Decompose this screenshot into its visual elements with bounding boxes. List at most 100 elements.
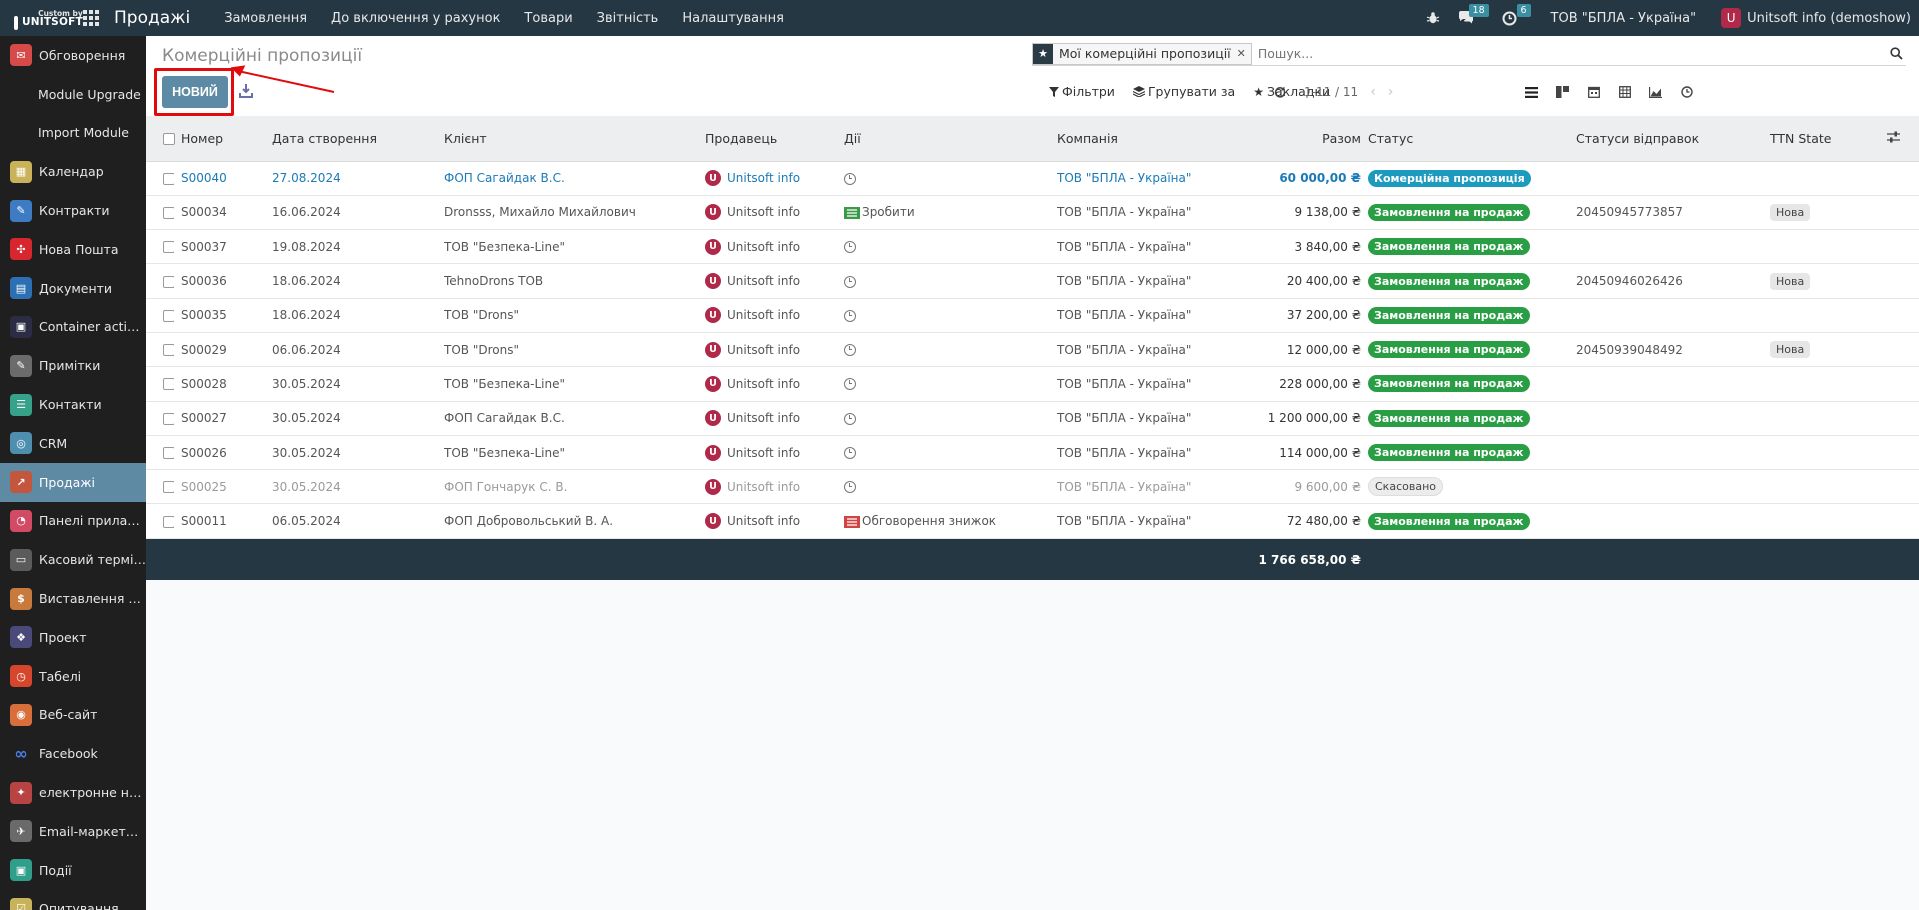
activity-clock-icon[interactable] (844, 275, 856, 288)
order-number[interactable]: S00034 (174, 195, 272, 231)
sidebar-item[interactable]: ☰ Контакти (0, 385, 146, 424)
sidebar-item[interactable]: Module Upgrade (0, 75, 146, 114)
activities-button[interactable]: 6 (1493, 0, 1535, 36)
column-header-actions[interactable]: Дії (844, 116, 1057, 162)
activity-clock-icon[interactable] (844, 172, 856, 185)
row-checkbox[interactable] (146, 435, 174, 471)
column-header-company[interactable]: Компанія (1057, 116, 1220, 162)
sidebar-item[interactable]: ✣ Нова Пошта (0, 230, 146, 269)
pager-previous-icon[interactable]: ‹ (1370, 84, 1376, 100)
column-header-shipments[interactable]: Статуси відправок (1576, 116, 1770, 162)
meeting-activity-icon[interactable] (844, 515, 860, 528)
todo-activity-icon[interactable] (844, 206, 860, 219)
sidebar-item[interactable]: ☑ Опитування (0, 890, 146, 910)
menu-products[interactable]: Товари (524, 10, 573, 26)
column-header-status[interactable]: Статус (1367, 116, 1576, 162)
column-header-client[interactable]: Клієнт (444, 116, 705, 162)
table-row[interactable]: S00028 30.05.2024 ТОВ "Безпека-Line" U Units… (146, 366, 1919, 402)
sidebar-item[interactable]: ∞ Facebook (0, 734, 146, 773)
company-switcher[interactable]: ТОВ "БПЛА - Україна" (1550, 10, 1697, 26)
sidebar-item[interactable]: ▭ Касовий термін... (0, 540, 146, 579)
column-header-total[interactable]: Разом (1220, 116, 1367, 162)
order-number[interactable]: S00025 (174, 469, 272, 505)
order-number[interactable]: S00035 (174, 298, 272, 333)
sidebar-item[interactable]: Import Module (0, 114, 146, 153)
brand-logo[interactable]: Custom by UNITSOFT (0, 0, 83, 36)
order-number[interactable]: S00026 (174, 435, 272, 471)
apps-menu-icon[interactable] (72, 0, 110, 36)
refresh-icon[interactable] (1274, 86, 1286, 98)
search-icon[interactable] (1886, 44, 1906, 64)
order-number[interactable]: S00028 (174, 366, 272, 402)
activity-clock-icon[interactable] (844, 378, 856, 391)
sidebar-item[interactable]: ◔ Панелі приладів (0, 502, 146, 541)
table-row[interactable]: S00025 30.05.2024 ФОП Гончарук С. В. U Units… (146, 469, 1919, 505)
calendar-view-icon[interactable] (1578, 80, 1609, 104)
column-header-date[interactable]: Дата створення (272, 116, 444, 162)
activity-clock-icon[interactable] (844, 309, 856, 322)
app-title[interactable]: Продажі (114, 8, 191, 28)
list-view-icon[interactable] (1516, 80, 1547, 104)
pager-value[interactable]: 1-11 / 11 (1304, 85, 1359, 99)
menu-reporting[interactable]: Звітність (596, 10, 659, 26)
user-menu[interactable]: U Unitsoft info (demoshow) (1712, 0, 1919, 36)
messages-button[interactable]: 18 (1449, 0, 1493, 36)
menu-to-invoice[interactable]: До включення у рахунок (331, 10, 501, 26)
activity-view-icon[interactable] (1671, 80, 1702, 104)
group-by-button[interactable]: Групувати за (1124, 84, 1244, 99)
table-row[interactable]: S00040 27.08.2024 ФОП Сагайдак В.С. U Unitso… (146, 161, 1919, 196)
sidebar-item[interactable]: ❖ Проект (0, 618, 146, 657)
row-checkbox[interactable] (146, 195, 174, 231)
sidebar-item[interactable]: ↗ Продажі (0, 462, 146, 502)
order-number[interactable]: S00011 (174, 503, 272, 539)
order-number[interactable]: S00040 (174, 161, 272, 196)
sidebar-item[interactable]: ✈ Email-маркетинг (0, 812, 146, 851)
table-row[interactable]: S00029 06.06.2024 ТОВ "Drons" U Unitsoft inf… (146, 332, 1919, 368)
table-row[interactable]: S00036 18.06.2024 TehnoDrons ТОВ U Unitsoft … (146, 263, 1919, 299)
order-number[interactable]: S00037 (174, 229, 272, 265)
optional-columns-toggle[interactable] (1868, 116, 1919, 162)
table-row[interactable]: S00034 16.06.2024 Dronsss, Михайло Михайло… (146, 195, 1919, 231)
search-facet[interactable]: ★ Мої комерційні пропозиції ✕ (1032, 42, 1252, 65)
sidebar-item[interactable]: ▤ Документи (0, 269, 146, 308)
row-checkbox[interactable] (146, 401, 174, 436)
pager-next-icon[interactable]: › (1387, 84, 1394, 100)
column-header-number[interactable]: Номер (174, 116, 272, 162)
column-header-ttn[interactable]: TTN State (1770, 116, 1868, 162)
order-number[interactable]: S00029 (174, 332, 272, 368)
table-row[interactable]: S00026 30.05.2024 ТОВ "Безпека-Line" U Units… (146, 435, 1919, 471)
row-checkbox[interactable] (146, 161, 174, 196)
select-all-checkbox[interactable] (146, 116, 175, 162)
filters-button[interactable]: Фільтри (1040, 84, 1124, 99)
sidebar-item[interactable]: $ Виставлення ра... (0, 579, 146, 618)
sidebar-item[interactable]: ▣ Container actions (0, 308, 146, 347)
row-checkbox[interactable] (146, 229, 174, 265)
row-checkbox[interactable] (146, 332, 174, 368)
row-checkbox[interactable] (146, 366, 174, 402)
table-row[interactable]: S00037 19.08.2024 ТОВ "Безпека-Line" U Units… (146, 229, 1919, 265)
sidebar-item[interactable]: ✎ Примітки (0, 346, 146, 385)
row-checkbox[interactable] (146, 503, 174, 539)
download-icon[interactable] (239, 83, 253, 99)
column-header-seller[interactable]: Продавець (705, 116, 844, 162)
graph-view-icon[interactable] (1640, 80, 1671, 104)
table-row[interactable]: S00011 06.05.2024 ФОП Добровольський В. А.… (146, 503, 1919, 539)
table-row[interactable]: S00035 18.06.2024 ТОВ "Drons" U Unitsoft inf… (146, 298, 1919, 333)
row-checkbox[interactable] (146, 469, 174, 505)
facet-remove-icon[interactable]: ✕ (1236, 47, 1246, 60)
sidebar-item[interactable]: ✉ Обговорення (0, 36, 146, 75)
activity-clock-icon[interactable] (844, 241, 856, 254)
sidebar-item[interactable]: ◉ Веб-сайт (0, 696, 146, 735)
menu-orders[interactable]: Замовлення (224, 10, 308, 26)
activity-clock-icon[interactable] (844, 412, 856, 425)
sidebar-item[interactable]: ▣ Події (0, 851, 146, 890)
row-checkbox[interactable] (146, 298, 174, 333)
row-checkbox[interactable] (146, 263, 174, 299)
activity-clock-icon[interactable] (844, 481, 856, 494)
kanban-view-icon[interactable] (1547, 80, 1578, 104)
sidebar-item[interactable]: ▦ Календар (0, 152, 146, 191)
order-number[interactable]: S00027 (174, 401, 272, 436)
order-number[interactable]: S00036 (174, 263, 272, 299)
sidebar-item[interactable]: ✦ електронне на... (0, 773, 146, 812)
menu-settings[interactable]: Налаштування (682, 10, 784, 26)
